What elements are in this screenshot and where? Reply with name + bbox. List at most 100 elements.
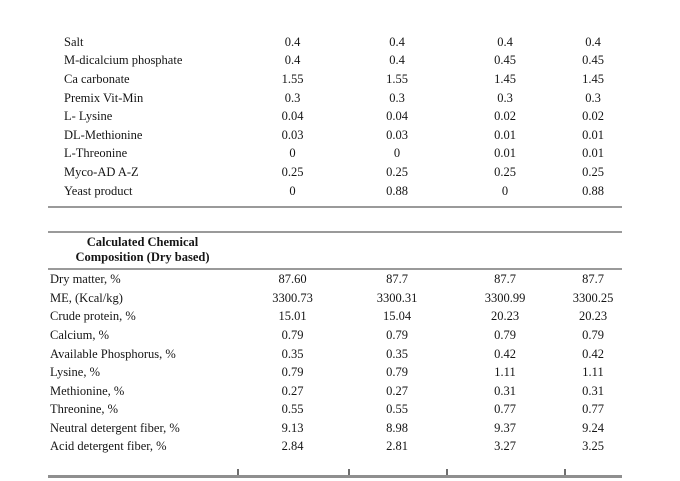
row-value: 0.4	[284, 53, 301, 68]
table-row: DL-Methionine 0.03 0.03 0.01 0.01	[48, 126, 622, 145]
row-label: Ca carbonate	[64, 71, 130, 86]
row-label: Calcium, %	[50, 327, 110, 342]
table-row: ME, (Kcal/kg) 3300.73 3300.31 3300.99 3300.2…	[48, 289, 622, 308]
row-value: 0.03	[386, 127, 408, 142]
row-label: Premix Vit-Min	[64, 90, 144, 105]
row-value: 0.42	[494, 346, 516, 361]
table-row: Crude protein, % 15.01 15.04 20.23 20.23	[48, 308, 622, 327]
row-value: 2.81	[386, 439, 408, 454]
table-row: Dry matter, % 87.60 87.7 87.7 87.7	[48, 269, 622, 289]
row-value: 0.02	[494, 109, 516, 124]
row-value: 0.45	[582, 53, 604, 68]
row-value: 0.4	[389, 53, 405, 68]
table-row: Ca carbonate 1.55 1.55 1.45 1.45	[48, 70, 622, 89]
row-value: 3300.25	[572, 290, 614, 305]
row-value: 2.84	[281, 439, 304, 454]
table-row: Methionine, % 0.27 0.27 0.31 0.31	[48, 382, 622, 401]
row-value: 0.88	[348, 181, 446, 209]
row-value: 0	[237, 181, 348, 209]
row-value: 0.25	[386, 164, 408, 179]
row-value: 0.45	[494, 53, 516, 68]
row-value: 0.79	[386, 327, 408, 342]
row-label: M-dicalcium phosphate	[64, 53, 183, 68]
row-value: 0.79	[494, 327, 516, 342]
table-bottom-border	[48, 469, 622, 479]
row-value: 0.77	[494, 402, 516, 417]
row-value: 8.98	[386, 420, 408, 435]
document-page: Salt 0.4 0.4 0.4 0.4 M-dicalcium phosphate 0.4…	[48, 33, 622, 479]
row-value: 0.25	[582, 164, 604, 179]
row-value: 1.45	[494, 71, 516, 86]
composition-table-body: Dry matter, % 87.60 87.7 87.7 87.7 ME, (Kcal/…	[48, 269, 622, 456]
row-value: 87.60	[278, 272, 307, 287]
row-label: Threonine, %	[50, 402, 119, 417]
column-tick	[564, 469, 566, 479]
row-value: 1.11	[494, 365, 516, 380]
composition-table: Calculated Chemical Composition (Dry bas…	[48, 231, 622, 456]
table-row: Premix Vit-Min 0.3 0.3 0.3 0.3	[48, 89, 622, 108]
row-value: 0.55	[281, 402, 304, 417]
row-value: 0.01	[494, 127, 516, 142]
row-value: 1.45	[582, 71, 604, 86]
table-row: M-dicalcium phosphate 0.4 0.4 0.45 0.45	[48, 52, 622, 71]
column-tick	[237, 469, 239, 479]
row-value: 87.7	[494, 272, 516, 287]
row-value: 0.4	[284, 34, 301, 49]
section-header-spacer	[564, 231, 622, 271]
row-value: 0.35	[281, 346, 304, 361]
row-value: 0.4	[585, 34, 601, 49]
table-row: Calcium, % 0.79 0.79 0.79 0.79	[48, 326, 622, 345]
section-header: Calculated Chemical Composition (Dry bas…	[48, 231, 237, 271]
row-value: 0.79	[386, 365, 408, 380]
table-row: Myco-AD A-Z 0.25 0.25 0.25 0.25	[48, 163, 622, 182]
row-value: 0.77	[582, 402, 604, 417]
row-value: 3300.73	[272, 290, 313, 305]
row-value: 0.79	[281, 327, 304, 342]
row-value: 0.31	[494, 383, 516, 398]
composition-table-header: Calculated Chemical Composition (Dry bas…	[48, 231, 622, 271]
table-row: Yeast product 0 0.88 0 0.88	[48, 181, 622, 209]
row-label: Yeast product	[48, 181, 237, 209]
row-label: Crude protein, %	[50, 309, 136, 324]
row-value: 0	[446, 181, 564, 209]
row-value: 0.88	[564, 181, 622, 209]
row-value: 0.55	[386, 402, 408, 417]
row-value: 0	[289, 146, 296, 161]
row-label: Myco-AD A-Z	[64, 164, 139, 179]
row-value: 0.27	[386, 383, 408, 398]
row-value: 3.27	[494, 439, 516, 454]
row-value: 0.42	[582, 346, 604, 361]
row-value: 0.03	[281, 127, 304, 142]
table-row: Lysine, % 0.79 0.79 1.11 1.11	[48, 363, 622, 382]
table-row: Salt 0.4 0.4 0.4 0.4	[48, 33, 622, 52]
row-value: 0.4	[497, 34, 513, 49]
ingredients-table: Salt 0.4 0.4 0.4 0.4 M-dicalcium phosphate 0.4…	[48, 33, 622, 209]
row-label: L-Threonine	[64, 146, 128, 161]
row-value: 1.55	[386, 71, 408, 86]
row-value: 0.25	[281, 164, 304, 179]
section-header-spacer	[237, 231, 348, 271]
row-label: Acid detergent fiber, %	[50, 439, 167, 454]
row-label: Available Phosphorus, %	[50, 346, 176, 361]
table-row: Acid detergent fiber, % 2.84 2.81 3.27 3.25	[48, 438, 622, 457]
row-value: 3300.99	[484, 290, 526, 305]
section-header-spacer	[446, 231, 564, 271]
table-row: Available Phosphorus, % 0.35 0.35 0.42 0.42	[48, 345, 622, 364]
row-value: 15.01	[278, 309, 307, 324]
row-label: Neutral detergent fiber, %	[50, 420, 180, 435]
row-value: 0.04	[281, 109, 304, 124]
row-value: 20.23	[578, 309, 608, 324]
row-label: ME, (Kcal/kg)	[50, 290, 123, 305]
row-value: 0.01	[582, 127, 604, 142]
row-label: Dry matter, %	[50, 272, 121, 287]
ingredients-table-body: Salt 0.4 0.4 0.4 0.4 M-dicalcium phosphate 0.4…	[48, 33, 622, 209]
section-header-spacer	[348, 231, 446, 271]
row-value: 0	[393, 146, 401, 161]
row-value: 0.25	[494, 164, 516, 179]
row-value: 0.35	[386, 346, 408, 361]
row-value: 1.11	[582, 365, 604, 380]
row-value: 0.4	[389, 34, 405, 49]
row-value: 0.79	[281, 365, 304, 380]
row-value: 20.23	[490, 309, 520, 324]
row-value: 9.24	[582, 420, 604, 435]
